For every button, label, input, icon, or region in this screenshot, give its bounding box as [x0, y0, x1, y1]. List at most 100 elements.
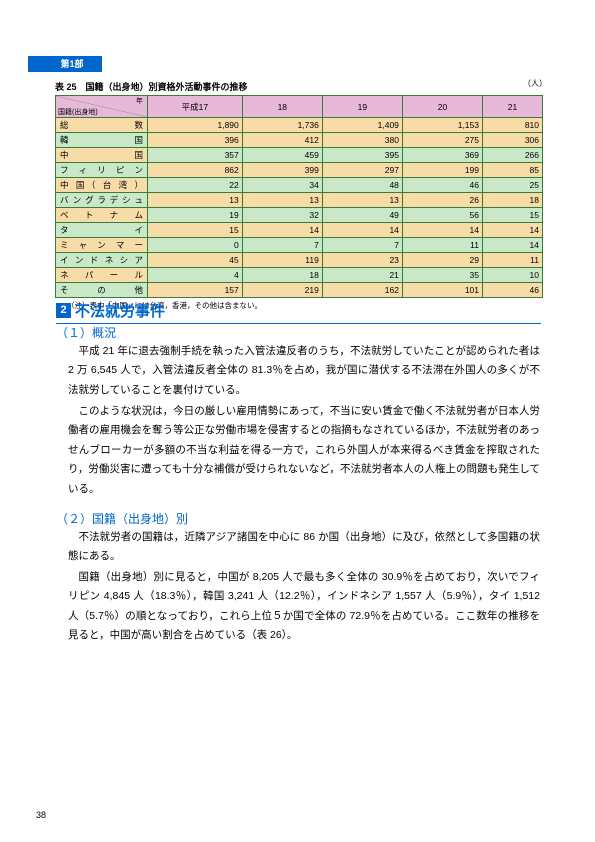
header-bar	[28, 56, 42, 72]
col-h17: 平成17	[148, 96, 243, 118]
cell: 1,736	[242, 118, 322, 133]
page-number: 38	[36, 810, 46, 820]
cell: 49	[322, 208, 402, 223]
part-label: 第1部	[42, 56, 102, 72]
table-row: ネ パ ー ル418213510	[56, 268, 543, 283]
row-label: イ ン ド ネ シ ア	[56, 253, 148, 268]
row-label: ベ ト ナ ム	[56, 208, 148, 223]
cell: 11	[483, 253, 543, 268]
row-label: 中 国	[56, 148, 148, 163]
cell: 46	[402, 178, 482, 193]
table-row: 中 国357459395369266	[56, 148, 543, 163]
cell: 369	[402, 148, 482, 163]
cell: 357	[148, 148, 243, 163]
cell: 18	[483, 193, 543, 208]
cell: 7	[322, 238, 402, 253]
cell: 4	[148, 268, 243, 283]
cell: 297	[322, 163, 402, 178]
section-title: 不法就労事件	[75, 300, 165, 321]
part-header: 第1部	[28, 56, 102, 72]
table-corner-cell: 年 国籍(出身地)	[56, 96, 148, 118]
row-label: バングラデシュ	[56, 193, 148, 208]
row-label: フ ィ リ ピ ン	[56, 163, 148, 178]
cell: 7	[242, 238, 322, 253]
cell: 14	[483, 238, 543, 253]
sub1-para1: 平成 21 年に退去強制手続を執った入管法違反者のうち，不法就労していたことが認…	[68, 342, 540, 400]
table-header-row: 年 国籍(出身地) 平成17 18 19 20 21	[56, 96, 543, 118]
table-row: ミ ャ ン マ ー0771114	[56, 238, 543, 253]
table-row: 総 数1,8901,7361,4091,153810	[56, 118, 543, 133]
cell: 14	[322, 223, 402, 238]
table-caption: 表 25 国籍（出身地）別資格外活動事件の推移	[55, 80, 543, 93]
cell: 275	[402, 133, 482, 148]
cell: 810	[483, 118, 543, 133]
cell: 11	[402, 238, 482, 253]
row-label: そ の 他	[56, 283, 148, 298]
cell: 29	[402, 253, 482, 268]
table-row: 中 国（ 台 湾 ）2234484625	[56, 178, 543, 193]
cell: 15	[148, 223, 243, 238]
cell: 48	[322, 178, 402, 193]
cell: 1,890	[148, 118, 243, 133]
table-row: フ ィ リ ピ ン86239929719985	[56, 163, 543, 178]
cell: 119	[242, 253, 322, 268]
cell: 399	[242, 163, 322, 178]
cell: 162	[322, 283, 402, 298]
table-25: 表 25 国籍（出身地）別資格外活動事件の推移 年 国籍(出身地) 平成17 1…	[55, 80, 543, 311]
sub2-para2: 国籍（出身地）別に見ると，中国が 8,205 人で最も多く全体の 30.9％を占…	[68, 568, 540, 646]
cell: 266	[483, 148, 543, 163]
table-row: イ ン ド ネ シ ア45119232911	[56, 253, 543, 268]
cell: 412	[242, 133, 322, 148]
cell: 35	[402, 268, 482, 283]
cell: 0	[148, 238, 243, 253]
cell: 199	[402, 163, 482, 178]
col-h19: 19	[322, 96, 402, 118]
cell: 13	[322, 193, 402, 208]
row-label: 中 国（ 台 湾 ）	[56, 178, 148, 193]
cell: 23	[322, 253, 402, 268]
cell: 380	[322, 133, 402, 148]
cell: 157	[148, 283, 243, 298]
subsection-1-heading: （１）概況	[56, 324, 116, 341]
cell: 21	[322, 268, 402, 283]
cell: 15	[483, 208, 543, 223]
row-label: 韓 国	[56, 133, 148, 148]
cell: 32	[242, 208, 322, 223]
cell: 25	[483, 178, 543, 193]
sub2-para1: 不法就労者の国籍は，近隣アジア諸国を中心に 86 か国（出身地）に及び，依然とし…	[68, 528, 540, 567]
cell: 219	[242, 283, 322, 298]
cell: 56	[402, 208, 482, 223]
cell: 26	[402, 193, 482, 208]
row-label: 総 数	[56, 118, 148, 133]
cell: 45	[148, 253, 243, 268]
cell: 459	[242, 148, 322, 163]
cell: 1,153	[402, 118, 482, 133]
col-h20: 20	[402, 96, 482, 118]
table-row: タ イ1514141414	[56, 223, 543, 238]
cell: 19	[148, 208, 243, 223]
data-table: 年 国籍(出身地) 平成17 18 19 20 21 総 数1,8901,736…	[55, 95, 543, 298]
section-number-badge: 2	[56, 303, 71, 318]
diagonal-icon	[56, 96, 147, 117]
cell: 22	[148, 178, 243, 193]
table-row: そ の 他15721916210146	[56, 283, 543, 298]
section-2-heading: 2 不法就労事件	[56, 300, 541, 324]
col-h21: 21	[483, 96, 543, 118]
cell: 13	[242, 193, 322, 208]
cell: 395	[322, 148, 402, 163]
row-label: ミ ャ ン マ ー	[56, 238, 148, 253]
cell: 14	[242, 223, 322, 238]
cell: 14	[483, 223, 543, 238]
cell: 10	[483, 268, 543, 283]
cell: 14	[402, 223, 482, 238]
row-label: タ イ	[56, 223, 148, 238]
cell: 13	[148, 193, 243, 208]
cell: 1,409	[322, 118, 402, 133]
cell: 306	[483, 133, 543, 148]
cell: 396	[148, 133, 243, 148]
cell: 34	[242, 178, 322, 193]
sub1-para2: このような状況は，今日の厳しい雇用情勢にあって，不当に安い賃金で働く不法就労者が…	[68, 402, 540, 499]
table-row: 韓 国396412380275306	[56, 133, 543, 148]
row-label: ネ パ ー ル	[56, 268, 148, 283]
table-row: ベ ト ナ ム1932495615	[56, 208, 543, 223]
